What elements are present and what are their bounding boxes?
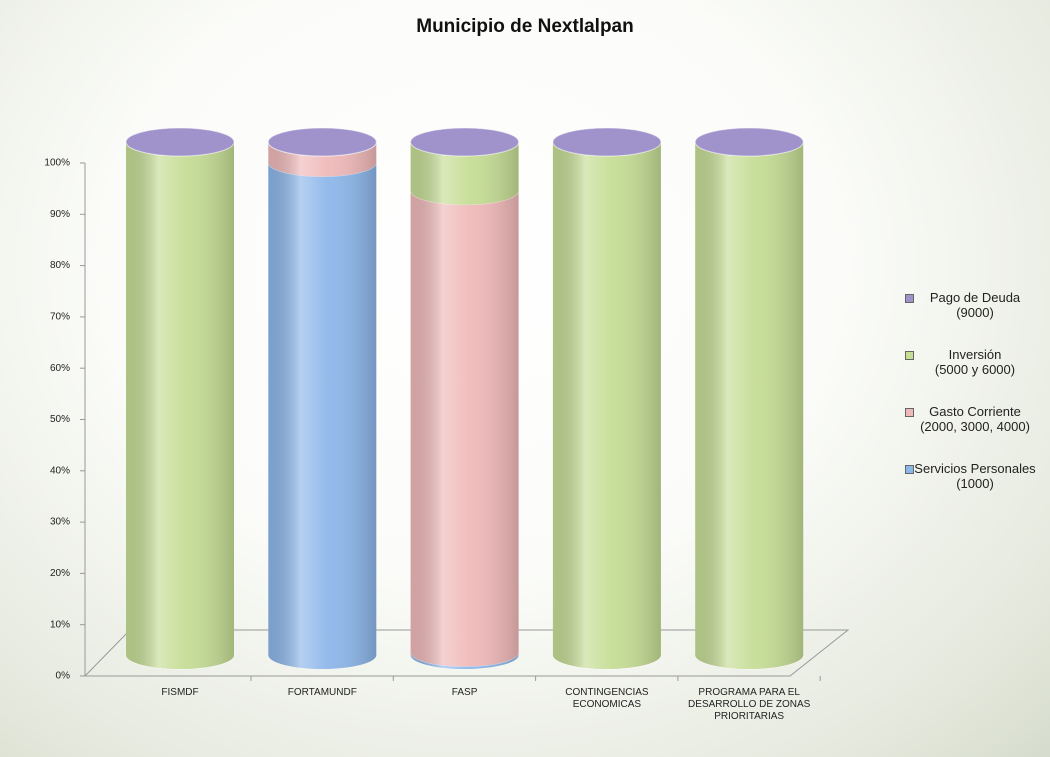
cylinder-segment xyxy=(552,127,662,669)
y-tick-label: 30% xyxy=(50,517,70,528)
cylinder-segment xyxy=(125,127,235,157)
legend-label: Pago de Deuda (9000) xyxy=(929,290,1021,320)
legend-entry: Gasto Corriente (2000, 3000, 4000) xyxy=(905,404,1045,434)
cylinder-segment xyxy=(410,127,520,157)
y-tick-label: 20% xyxy=(50,568,70,579)
cylinder-segment xyxy=(267,148,377,669)
legend-label: Servicios Personales (1000) xyxy=(914,461,1036,491)
y-tick-label: 0% xyxy=(56,671,71,682)
cylinder-segment xyxy=(694,127,804,157)
y-tick-label: 80% xyxy=(50,260,70,271)
y-tick-label: 40% xyxy=(50,465,70,476)
y-tick-label: 60% xyxy=(50,363,70,374)
legend-label: Inversión (5000 y 6000) xyxy=(934,347,1016,377)
legend-swatch xyxy=(905,408,914,417)
legend-entry: Inversión (5000 y 6000) xyxy=(905,347,1045,377)
floor xyxy=(83,629,850,677)
legend-entry: Servicios Personales (1000) xyxy=(905,461,1045,491)
cylinder-segment xyxy=(552,127,662,157)
y-tick-label: 70% xyxy=(50,312,70,323)
cylinder-segment xyxy=(694,127,804,669)
y-tick-label: 10% xyxy=(50,619,70,630)
y-tick-label: 100% xyxy=(44,158,70,169)
legend-entry: Pago de Deuda (9000) xyxy=(905,290,1045,320)
x-tick-label: PROGRAMA PARA EL DESARROLLO DE ZONAS PRI… xyxy=(688,687,811,722)
cylinder-segment xyxy=(410,176,520,667)
y-tick-label: 90% xyxy=(50,209,70,220)
x-tick-label: FASP xyxy=(451,687,478,698)
x-tick-label: CONTINGENCIAS ECONOMICAS xyxy=(565,687,649,710)
legend-label: Gasto Corriente (2000, 3000, 4000) xyxy=(920,404,1030,434)
chart-title: Municipio de Nextlalpan xyxy=(416,16,633,37)
cylinder-segment xyxy=(267,127,377,157)
legend-swatch xyxy=(905,351,914,360)
legend-swatch xyxy=(905,294,914,303)
x-tick-label: FORTAMUNDF xyxy=(287,687,357,698)
cylinder-segment xyxy=(125,127,235,669)
y-tick-label: 50% xyxy=(50,414,70,425)
x-tick-label: FISMDF xyxy=(161,687,199,698)
legend-swatch xyxy=(905,465,914,474)
